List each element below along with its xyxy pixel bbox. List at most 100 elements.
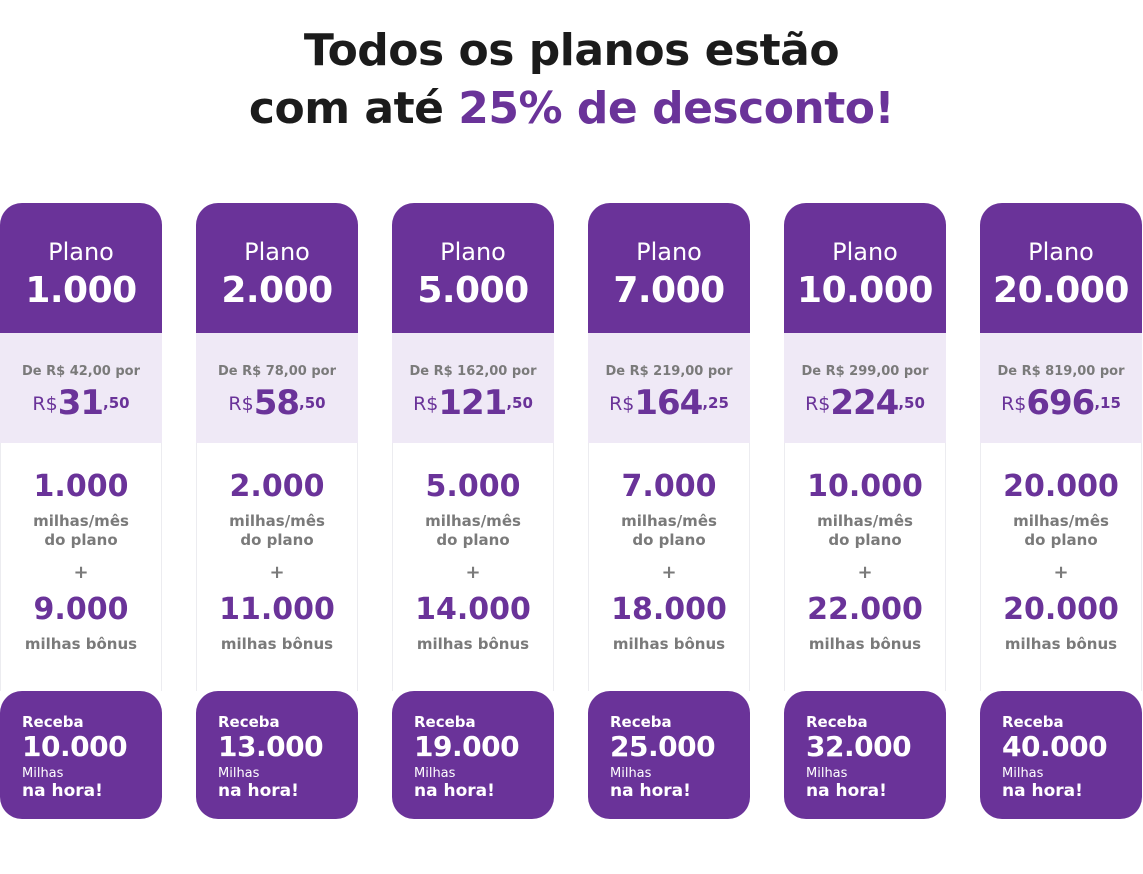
per-month-label: milhas/mês [229, 512, 325, 530]
price-band: De R$ 162,00 por R$121,50 [392, 333, 554, 443]
original-price: De R$ 78,00 por [217, 364, 336, 379]
now-label: na hora! [22, 781, 103, 801]
plan-card-header: Plano 1.000 [0, 203, 162, 333]
currency-symbol: R$ [413, 393, 439, 415]
discount-price: R$121,50 [392, 383, 554, 423]
plan-card-header: Plano 20.000 [980, 203, 1142, 333]
plan-word: Plano [244, 238, 310, 266]
plan-number: 7.000 [613, 270, 725, 311]
discount-price: R$58,50 [196, 383, 358, 423]
monthly-miles: 7.000 [621, 469, 717, 504]
now-label: na hora! [610, 781, 691, 801]
plan-card-header: Plano 10.000 [784, 203, 946, 333]
total-miles: 25.000 [610, 730, 716, 763]
price-integer: 224 [830, 383, 899, 423]
now-label: na hora! [806, 781, 887, 801]
plan-number: 5.000 [417, 270, 529, 311]
plus-sign: + [269, 562, 285, 583]
monthly-miles: 10.000 [807, 469, 923, 504]
original-price: De R$ 819,00 por [997, 364, 1125, 379]
miles-word: Milhas [218, 766, 260, 781]
headline-line-2: com até 25% de desconto! [0, 80, 1143, 138]
receive-now-box: Receba 19.000 Milhas na hora! [392, 691, 554, 819]
miles-details: 20.000 milhas/mês do plano + 20.000 milh… [980, 443, 1142, 691]
price-integer: 58 [253, 383, 300, 423]
plan-card-header: Plano 5.000 [392, 203, 554, 333]
plan-card[interactable]: Plano 2.000 De R$ 78,00 por R$58,50 2.00… [196, 203, 358, 819]
now-label: na hora! [218, 781, 299, 801]
receive-now-box: Receba 10.000 Milhas na hora! [0, 691, 162, 819]
headline-line-1: Todos os planos estão [303, 25, 840, 76]
receive-now-box: Receba 32.000 Milhas na hora! [784, 691, 946, 819]
discount-price: R$224,50 [784, 383, 946, 423]
price-band: De R$ 42,00 por R$31,50 [0, 333, 162, 443]
of-plan-label: do plano [1024, 531, 1098, 549]
of-plan-label: do plano [44, 531, 118, 549]
now-label: na hora! [414, 781, 495, 801]
total-miles: 10.000 [22, 730, 128, 763]
plan-word: Plano [636, 238, 702, 266]
miles-word: Milhas [610, 766, 652, 781]
miles-word: Milhas [1002, 766, 1044, 781]
total-miles: 19.000 [414, 730, 520, 763]
now-label: na hora! [1002, 781, 1083, 801]
plan-card[interactable]: Plano 1.000 De R$ 42,00 por R$31,50 1.00… [0, 203, 162, 819]
plus-sign: + [661, 562, 677, 583]
receive-now-box: Receba 25.000 Milhas na hora! [588, 691, 750, 819]
plan-word: Plano [48, 238, 114, 266]
plan-card[interactable]: Plano 10.000 De R$ 299,00 por R$224,50 1… [784, 203, 946, 819]
bonus-miles: 18.000 [611, 592, 727, 627]
of-plan-label: do plano [632, 531, 706, 549]
miles-word: Milhas [414, 766, 456, 781]
plus-sign: + [465, 562, 481, 583]
plan-card[interactable]: Plano 7.000 De R$ 219,00 por R$164,25 7.… [588, 203, 750, 819]
plan-card-header: Plano 7.000 [588, 203, 750, 333]
bonus-miles-label: milhas bônus [24, 635, 138, 653]
receive-label: Receba [1002, 713, 1064, 731]
receive-label: Receba [610, 713, 672, 731]
price-cents: ,25 [702, 394, 729, 412]
plan-card[interactable]: Plano 20.000 De R$ 819,00 por R$696,15 2… [980, 203, 1142, 819]
currency-symbol: R$ [1001, 393, 1027, 415]
price-integer: 164 [634, 383, 703, 423]
price-band: De R$ 78,00 por R$58,50 [196, 333, 358, 443]
total-miles: 32.000 [806, 730, 912, 763]
price-cents: ,50 [506, 394, 533, 412]
per-month-label: milhas/mês [425, 512, 521, 530]
price-cents: ,15 [1094, 394, 1121, 412]
receive-label: Receba [218, 713, 280, 731]
monthly-miles: 5.000 [425, 469, 521, 504]
monthly-miles: 1.000 [33, 469, 129, 504]
page-headline: Todos os planos estão com até 25% de des… [0, 22, 1143, 138]
bonus-miles: 22.000 [807, 592, 923, 627]
bonus-miles: 20.000 [1003, 592, 1119, 627]
plan-number: 2.000 [221, 270, 333, 311]
headline-discount: 25% de desconto! [458, 83, 895, 134]
bonus-miles-label: milhas bônus [220, 635, 334, 653]
currency-symbol: R$ [32, 393, 58, 415]
bonus-miles: 11.000 [219, 592, 335, 627]
price-cents: ,50 [898, 394, 925, 412]
receive-label: Receba [22, 713, 84, 731]
miles-details: 5.000 milhas/mês do plano + 14.000 milha… [392, 443, 554, 691]
per-month-label: milhas/mês [621, 512, 717, 530]
of-plan-label: do plano [828, 531, 902, 549]
per-month-label: milhas/mês [33, 512, 129, 530]
original-price: De R$ 299,00 por [801, 364, 929, 379]
plan-word: Plano [832, 238, 898, 266]
miles-details: 10.000 milhas/mês do plano + 22.000 milh… [784, 443, 946, 691]
plan-cards: Plano 1.000 De R$ 42,00 por R$31,50 1.00… [0, 203, 1143, 819]
price-integer: 696 [1026, 383, 1095, 423]
plan-card[interactable]: Plano 5.000 De R$ 162,00 por R$121,50 5.… [392, 203, 554, 819]
price-integer: 121 [438, 383, 507, 423]
currency-symbol: R$ [805, 393, 831, 415]
bonus-miles-label: milhas bônus [416, 635, 530, 653]
discount-price: R$164,25 [588, 383, 750, 423]
per-month-label: milhas/mês [1013, 512, 1109, 530]
plan-word: Plano [1028, 238, 1094, 266]
plan-card-header: Plano 2.000 [196, 203, 358, 333]
per-month-label: milhas/mês [817, 512, 913, 530]
plan-word: Plano [440, 238, 506, 266]
original-price: De R$ 42,00 por [21, 364, 140, 379]
miles-details: 2.000 milhas/mês do plano + 11.000 milha… [196, 443, 358, 691]
